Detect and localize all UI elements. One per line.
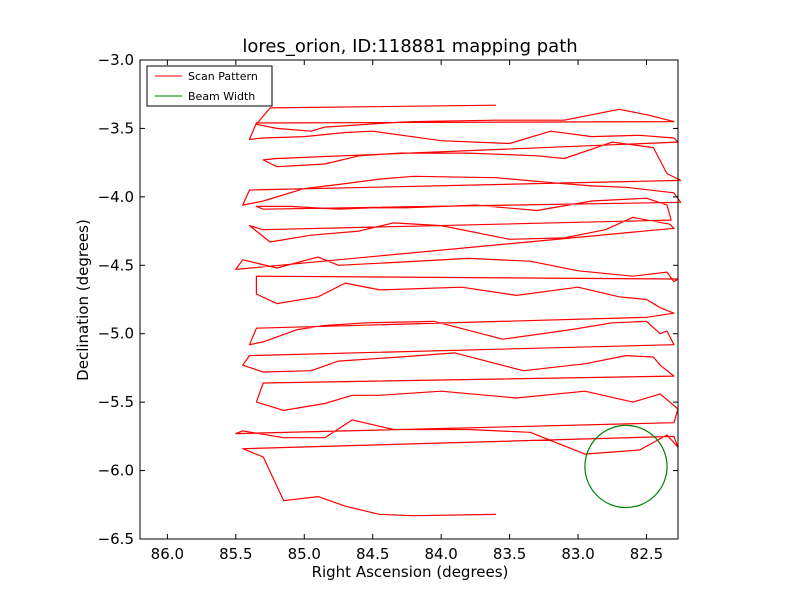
series-line-scan-pattern — [235, 104, 682, 517]
y-tick-label: −5.0 — [98, 325, 134, 343]
y-tick-label: −4.0 — [98, 188, 134, 206]
y-tick-label: −4.5 — [98, 256, 134, 274]
y-axis-label: Declination (degrees) — [74, 219, 92, 381]
x-tick-label: 84.0 — [424, 545, 457, 563]
y-tick-label: −3.5 — [98, 119, 134, 137]
x-tick-label: 83.0 — [561, 545, 594, 563]
x-tick-label: 85.0 — [288, 545, 321, 563]
chart-title: lores_orion, ID:118881 mapping path — [242, 36, 577, 57]
legend-label-scan-pattern: Scan Pattern — [188, 70, 258, 83]
x-tick-label: 84.5 — [356, 545, 389, 563]
y-tick-label: −5.5 — [98, 393, 134, 411]
x-tick-label: 83.5 — [493, 545, 526, 563]
x-axis: 86.0 85.5 85.0 84.5 84.0 83.5 83.0 82.5 — [151, 60, 663, 563]
y-tick-label: −6.5 — [98, 530, 134, 548]
plot-area — [140, 60, 678, 539]
y-axis: −3.0 −3.5 −4.0 −4.5 −5.0 −5.5 −6.0 −6.5 — [98, 51, 678, 548]
x-tick-label: 82.5 — [630, 545, 663, 563]
legend: Scan Pattern Beam Width — [146, 65, 273, 107]
series-layer — [235, 104, 682, 517]
legend-label-beam-width: Beam Width — [188, 90, 255, 103]
x-tick-label: 85.5 — [219, 545, 252, 563]
series-circle-beam-width — [584, 424, 668, 509]
x-axis-label: Right Ascension (degrees) — [312, 563, 509, 581]
y-tick-label: −3.0 — [98, 51, 134, 69]
x-tick-label: 86.0 — [151, 545, 184, 563]
plot-border — [139, 59, 679, 540]
legend-box — [146, 65, 273, 107]
y-tick-label: −6.0 — [98, 462, 134, 480]
